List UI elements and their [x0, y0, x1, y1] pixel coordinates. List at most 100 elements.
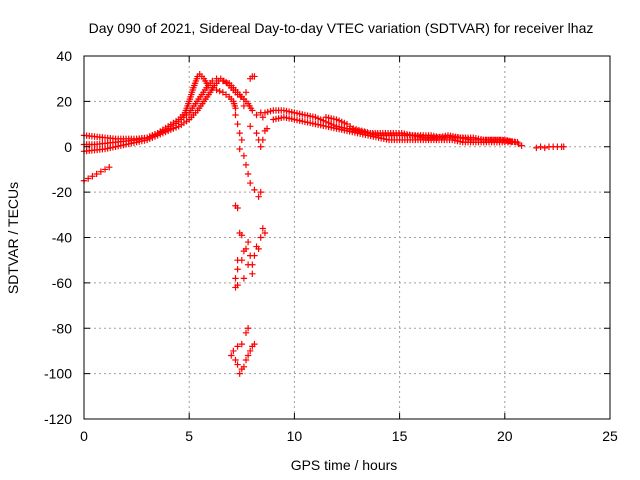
data-point-late-band-upper: [261, 109, 269, 116]
data-point-late-band-middle: [350, 125, 357, 132]
data-point-dropout-mid: [259, 225, 267, 232]
data-point-dropout-mid: [234, 281, 241, 289]
data-point-dropout-high: [232, 111, 239, 119]
y-tick-label: -60: [52, 275, 72, 291]
data-point-dropout-high: [259, 136, 267, 144]
data-point-dropout-high: [253, 129, 260, 137]
data-point-dropout-low: [251, 340, 258, 348]
y-tick-label: 0: [64, 139, 72, 155]
axis-ticks: [83, 55, 611, 420]
data-point-dropout-low: [234, 361, 241, 368]
x-tick-label: 5: [185, 428, 193, 444]
data-point-dropout-mid: [261, 229, 269, 237]
data-point-tail: [533, 144, 540, 152]
data-point-dropout-low: [230, 347, 237, 355]
data-point-dropout-low: [244, 325, 252, 332]
data-point-dropout-mid: [232, 275, 239, 282]
data-point-dropout-high: [257, 188, 264, 196]
data-point-late-band-middle: [364, 129, 371, 136]
data-point-dropout-low: [234, 343, 241, 350]
data-point-dropout-mid: [234, 204, 241, 212]
x-tick-label: 10: [287, 428, 303, 444]
x-axis-title: GPS time / hours: [291, 457, 398, 473]
y-tick-label: -80: [52, 320, 72, 336]
x-tick-label: 25: [602, 428, 618, 444]
data-point-dropout-high: [247, 123, 254, 130]
data-point-dropout-low: [244, 352, 252, 359]
data-point-late-band-upper: [518, 142, 525, 149]
data-point-dropout-high: [244, 170, 252, 178]
y-tick-label: -100: [44, 366, 72, 382]
data-point-dropout-high: [238, 136, 245, 144]
data-point-late-band-middle: [355, 126, 363, 134]
data-point-main-band-upper: [232, 104, 239, 112]
y-tick-label: 20: [56, 93, 72, 109]
data-markers: [80, 70, 567, 377]
data-point-middle-band: [209, 77, 216, 85]
data-point-dropout-high: [234, 120, 241, 128]
data-point-dropout-low: [228, 352, 235, 359]
data-point-dropout-low: [242, 356, 250, 364]
data-point-main-band-upper: [216, 87, 223, 95]
data-point-morning-negative-branch: [85, 175, 92, 182]
data-point-dropout-low: [242, 329, 250, 336]
data-point-dropout-low: [247, 347, 254, 355]
data-point-dropout-low: [232, 356, 239, 364]
data-point-morning-negative-branch: [89, 173, 96, 180]
data-point-dropout-high: [242, 89, 250, 96]
data-point-middle-band: [240, 95, 248, 103]
data-point-dropout-high: [240, 102, 248, 110]
data-point-dropout-high: [255, 193, 262, 200]
data-point-dropout-high: [242, 161, 250, 169]
data-point-tail: [560, 143, 567, 150]
data-point-late-band-middle: [358, 127, 365, 135]
data-point-late-band-middle: [352, 126, 360, 133]
data-point-dropout-mid: [234, 266, 241, 273]
data-point-dropout-mid: [255, 245, 262, 253]
data-point-dropout-high: [251, 186, 258, 194]
data-point-late-band-middle: [361, 128, 368, 135]
x-tick-label: 20: [497, 428, 513, 444]
data-point-morning-negative-branch: [101, 166, 109, 173]
data-point-late-band-upper: [267, 108, 274, 115]
y-tick-label: -40: [52, 230, 72, 246]
data-point-morning-negative-branch: [97, 168, 105, 175]
data-point-dropout-high: [251, 73, 258, 80]
data-point-dropout-high: [247, 179, 254, 187]
y-tick-label: -120: [44, 411, 72, 427]
data-point-dropout-low: [236, 370, 243, 377]
data-point-dropout-high: [240, 152, 248, 160]
data-point-dropout-mid: [238, 232, 245, 239]
data-point-dropout-low: [240, 363, 248, 371]
data-point-dropout-high: [257, 143, 264, 150]
y-tick-label: -20: [52, 184, 72, 200]
data-point-dropout-low: [238, 340, 245, 348]
axis-tick-labels: 0 5 10 15 20 25 40 20 0 -20 -40 -60 -80 -100 -120: [44, 48, 618, 444]
data-point-tail: [537, 143, 544, 150]
data-point-dropout-high: [236, 145, 243, 153]
data-point-dropout-high: [253, 111, 260, 119]
data-point-dropout-mid: [251, 252, 258, 259]
x-tick-label: 15: [392, 428, 408, 444]
data-point-main-band-lower: [249, 107, 256, 114]
data-point-dropout-mid: [249, 270, 256, 277]
data-point-dropout-mid: [244, 238, 252, 246]
data-point-tail: [541, 144, 548, 152]
data-point-dropout-high: [259, 114, 267, 121]
y-axis-title: SDTVAR / TECUs: [5, 182, 21, 294]
data-point-dropout-mid: [240, 275, 248, 282]
data-point-dropout-mid: [257, 234, 264, 241]
data-point-late-band-upper: [264, 108, 271, 116]
data-point-dropout-mid: [242, 245, 250, 253]
data-point-morning-negative-branch: [93, 170, 100, 178]
data-point-dropout-high: [236, 129, 243, 137]
data-point-morning-negative-branch: [106, 163, 113, 171]
chart-title: Day 090 of 2021, Sidereal Day-to-day VTE…: [89, 20, 594, 36]
data-point-dropout-mid: [238, 256, 245, 264]
y-tick-label: 40: [56, 48, 72, 64]
data-point-dropout-high: [263, 125, 271, 132]
data-point-late-band-middle: [514, 139, 521, 146]
